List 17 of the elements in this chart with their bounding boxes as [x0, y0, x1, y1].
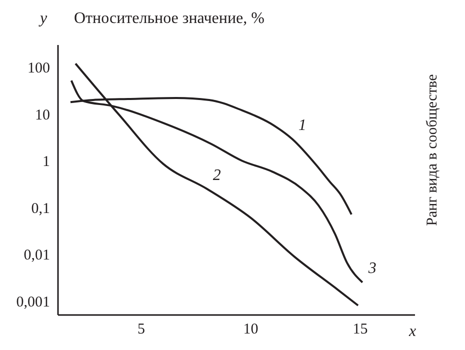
x-tick-label: 15	[352, 322, 368, 338]
y-axis-title: y	[40, 10, 48, 28]
text: Ранг вида в сообществе	[424, 74, 442, 226]
annotation: 3	[368, 260, 376, 278]
y-tick-label: 0,1	[31, 200, 50, 217]
annotation: 2	[212, 166, 221, 185]
line-series	[74, 62, 360, 306]
y-tick-label: 1	[42, 154, 50, 170]
x-axis-title: x	[409, 323, 416, 341]
y-tick-label: 100	[28, 60, 50, 77]
chart-title: Относительное значение, %	[74, 10, 264, 28]
x-tick-label: 10	[243, 322, 258, 338]
annotation: 1	[298, 117, 306, 136]
y-tick-label: 0,001	[16, 294, 50, 310]
y-tick-label: 10	[35, 107, 50, 124]
y-tick-label: 0,01	[24, 248, 50, 264]
x-tick-label: 5	[137, 322, 145, 338]
